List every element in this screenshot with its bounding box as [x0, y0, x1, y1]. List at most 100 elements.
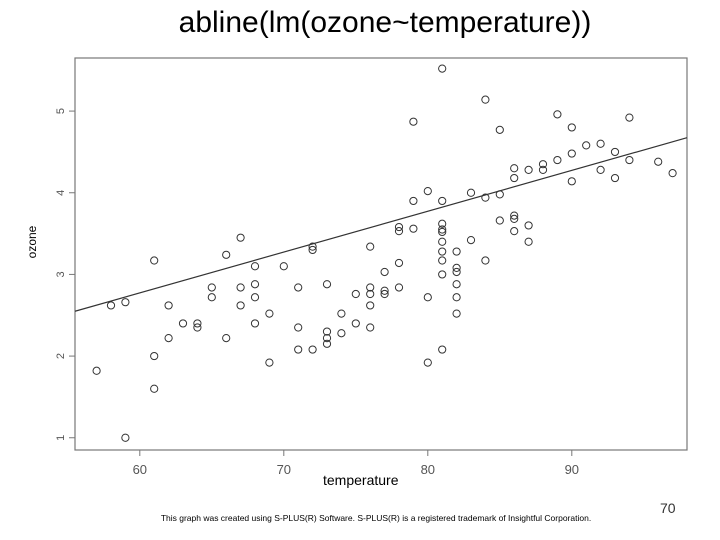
data-point — [538, 165, 548, 174]
data-point — [337, 329, 346, 338]
data-point — [279, 262, 288, 271]
data-point — [193, 323, 202, 332]
axes-layer: 1 2 3 4 5 60 70 80 90 — [55, 108, 579, 477]
data-point — [193, 319, 202, 328]
y-tick-label: 5 — [55, 108, 67, 114]
data-point — [164, 301, 173, 310]
data-point — [250, 293, 260, 302]
data-point — [366, 323, 375, 332]
data-point — [366, 289, 375, 299]
data-point — [452, 247, 461, 256]
data-point — [121, 433, 130, 442]
y-axis-label: ozone — [25, 225, 39, 259]
x-tick-label: 80 — [421, 462, 435, 477]
data-point — [438, 196, 447, 206]
data-point — [538, 160, 548, 169]
data-point — [150, 351, 159, 361]
x-tick-label: 90 — [565, 462, 579, 477]
data-point — [582, 141, 591, 150]
y-tick-label: 4 — [55, 190, 67, 196]
data-point — [322, 334, 332, 343]
data-point — [178, 319, 188, 328]
data-point — [351, 289, 360, 299]
data-point — [423, 358, 432, 367]
data-point — [250, 262, 260, 271]
points-layer — [92, 64, 677, 442]
data-point — [308, 242, 317, 251]
data-point — [394, 283, 404, 292]
footnote: This graph was created using S-PLUS(R) S… — [160, 513, 592, 523]
data-point — [610, 147, 620, 157]
data-point — [265, 358, 274, 367]
data-point — [394, 258, 404, 268]
data-point — [510, 173, 519, 183]
data-point — [250, 280, 260, 289]
data-point — [466, 188, 476, 197]
data-point — [495, 190, 504, 199]
data-point — [524, 165, 533, 174]
data-point — [510, 214, 519, 223]
data-point — [366, 301, 375, 310]
data-point — [265, 309, 274, 318]
data-point — [495, 125, 504, 134]
data-point — [495, 216, 504, 225]
data-point — [394, 227, 404, 236]
data-point — [294, 323, 303, 332]
data-point — [423, 293, 432, 302]
data-point — [596, 165, 605, 174]
data-point — [510, 164, 519, 173]
data-point — [380, 286, 389, 295]
data-point — [481, 193, 490, 202]
data-point — [150, 384, 159, 393]
data-point — [510, 211, 519, 220]
data-point — [322, 339, 332, 348]
data-point — [524, 237, 533, 246]
data-point — [452, 293, 461, 302]
data-point — [150, 256, 159, 265]
data-point — [380, 267, 389, 277]
data-point — [207, 283, 216, 292]
data-point — [438, 270, 447, 279]
data-point — [438, 256, 447, 265]
data-point — [438, 64, 447, 73]
data-point — [438, 247, 447, 256]
page-title: abline(lm(ozone~temperature)) — [178, 6, 592, 39]
data-point — [322, 280, 332, 289]
data-point — [438, 345, 447, 354]
data-point — [394, 222, 404, 232]
data-point — [380, 289, 389, 299]
data-point — [438, 237, 447, 246]
data-point — [452, 267, 461, 277]
regression-line — [74, 137, 688, 312]
data-point — [294, 345, 303, 354]
data-point — [510, 227, 519, 236]
data-point — [337, 309, 346, 318]
data-point — [351, 319, 360, 328]
data-point — [409, 117, 418, 126]
y-tick-label: 3 — [55, 271, 67, 277]
data-point — [452, 280, 461, 289]
data-point — [423, 187, 432, 196]
data-point — [236, 301, 245, 310]
data-point — [553, 155, 562, 165]
data-point — [654, 157, 663, 166]
data-point — [625, 155, 634, 165]
data-point — [92, 366, 101, 375]
data-point — [481, 256, 490, 265]
data-point — [596, 139, 605, 148]
x-tick-label: 60 — [133, 462, 147, 477]
data-point — [294, 283, 303, 292]
data-point — [481, 95, 490, 104]
data-point — [567, 149, 576, 158]
data-point — [438, 219, 447, 228]
y-tick-label: 2 — [55, 353, 67, 359]
data-point — [610, 173, 620, 183]
data-point — [452, 263, 461, 272]
data-point — [121, 298, 130, 307]
data-point — [438, 225, 447, 234]
data-point — [236, 283, 245, 292]
data-point — [668, 169, 677, 178]
data-point — [438, 227, 447, 237]
data-point — [366, 242, 375, 251]
